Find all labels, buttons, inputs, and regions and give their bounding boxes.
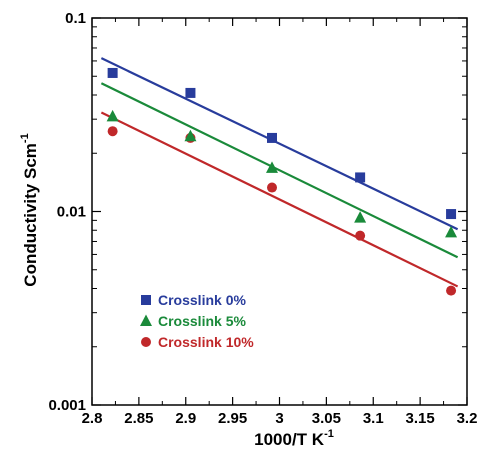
data-point	[107, 126, 118, 137]
data-point	[184, 129, 197, 142]
plot-area	[91, 17, 468, 406]
legend-label: Crosslink 0%	[158, 292, 246, 308]
y-axis-ticks: 0.001 0.01 0.1	[48, 10, 467, 414]
fit-line	[100, 57, 459, 231]
data-point	[354, 211, 367, 223]
data-point	[355, 172, 366, 183]
x-tick-label: 3.05	[312, 410, 341, 427]
legend-label: Crosslink 5%	[158, 313, 246, 329]
y-tick-label: 0.001	[48, 397, 86, 414]
x-tick-label: 2.8	[82, 410, 103, 427]
y-axis-title: Conductivity Scm-1	[19, 133, 40, 286]
data-point	[267, 132, 277, 143]
x-tick-label: 3.15	[406, 410, 435, 427]
y-tick-label: 0.1	[65, 10, 86, 27]
fit-lines	[100, 57, 459, 288]
data-point	[355, 230, 366, 241]
legend-marker	[141, 295, 151, 305]
data-point	[106, 109, 119, 122]
legend: Crosslink 0% Crosslink 5% Crosslink 10%	[140, 292, 254, 350]
y-tick-label: 0.01	[57, 204, 86, 221]
x-tick-label: 3.1	[363, 410, 384, 427]
x-tick-label: 2.95	[218, 410, 247, 427]
fit-line	[100, 111, 459, 288]
x-tick-label: 3	[275, 410, 283, 427]
data-point	[267, 182, 277, 193]
x-tick-label: 2.9	[175, 410, 196, 427]
data-point	[446, 285, 457, 296]
legend-label: Crosslink 10%	[158, 334, 254, 350]
data-point	[266, 161, 278, 173]
data-point	[107, 67, 118, 78]
plot-frame	[91, 17, 468, 406]
fit-line	[100, 82, 459, 259]
legend-marker	[140, 314, 152, 326]
x-axis-ticks: 2.8 2.85 2.9 2.95 3 3.05 3.1 3.15 3.2	[82, 18, 478, 427]
data-markers	[106, 67, 458, 296]
data-point	[446, 209, 457, 220]
x-tick-label: 3.2	[457, 410, 478, 427]
data-point	[185, 87, 196, 98]
data-point	[445, 225, 458, 238]
x-axis-title: 1000/T K-1	[254, 428, 334, 449]
legend-marker	[141, 337, 151, 347]
x-tick-label: 2.85	[124, 410, 153, 427]
